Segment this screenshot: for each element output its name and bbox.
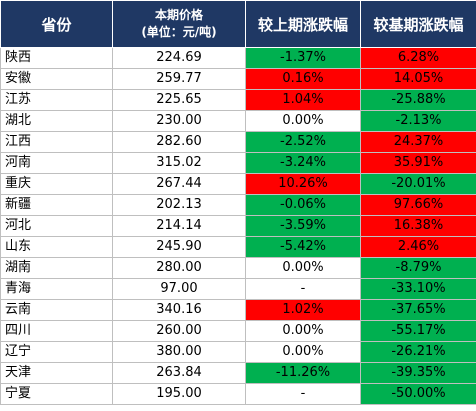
table-row: 宁夏 195.00- -50.00% [0,383,476,405]
header-yoy: 较基期涨跌幅 [360,0,476,48]
yoy-change-cell: -37.65% [360,299,476,321]
province-cell: 山东 [0,236,113,258]
header-price-line1: 本期价格 [154,8,203,22]
province-cell: 四川 [0,320,113,342]
mom-change-cell: -2.52% [245,131,361,153]
province-cell: 安徽 [0,68,113,90]
yoy-change-cell: -20.01% [360,173,476,195]
mom-change-cell: 0.00% [245,257,361,279]
yoy-change-cell: -25.88% [360,89,476,111]
table-row: 湖南 280.00 0.00% -8.79% [0,257,476,279]
price-cell: 202.13 [112,194,246,216]
yoy-change-cell: -33.10% [360,278,476,300]
table-row: 四川 260.00 0.00% -55.17% [0,320,476,342]
mom-change-cell: 1.04% [245,89,361,111]
price-cell: 340.16 [112,299,246,321]
province-cell: 云南 [0,299,113,321]
table-row: 江西 282.60 -2.52% 24.37% [0,131,476,153]
yoy-change-cell: -55.17% [360,320,476,342]
province-cell: 天津 [0,362,113,384]
table-row: 辽宁 380.00 0.00% -26.21% [0,341,476,363]
province-cell: 湖北 [0,110,113,132]
mom-change-cell: - [245,278,361,300]
province-cell: 新疆 [0,194,113,216]
table-row: 陕西 224.69 -1.37% 6.28% [0,47,476,69]
yoy-change-cell: 16.38% [360,215,476,237]
mom-change-cell: 0.16% [245,68,361,90]
price-cell: 380.00 [112,341,246,363]
mom-change-cell: 0.00% [245,341,361,363]
yoy-change-cell: -2.13% [360,110,476,132]
province-cell: 重庆 [0,173,113,195]
province-cell: 青海 [0,278,113,300]
mom-change-cell: 0.00% [245,320,361,342]
yoy-change-cell: 2.46% [360,236,476,258]
price-cell: 225.65 [112,89,246,111]
province-cell: 江苏 [0,89,113,111]
province-cell: 宁夏 [0,383,113,405]
price-cell: 97.00 [112,278,246,300]
yoy-change-cell: 6.28% [360,47,476,69]
price-cell: 259.77 [112,68,246,90]
price-cell: 267.44 [112,173,246,195]
header-price-line2: (单位：元/吨) [141,25,217,39]
province-cell: 陕西 [0,47,113,69]
mom-change-cell: 10.26% [245,173,361,195]
price-cell: 260.00 [112,320,246,342]
table-row: 新疆 202.13 -0.06% 97.66% [0,194,476,216]
header-price: 本期价格 (单位：元/吨) [112,0,246,48]
table-row: 重庆 267.44 10.26% -20.01% [0,173,476,195]
price-cell: 195.00 [112,383,246,405]
header-row: 省份 本期价格 (单位：元/吨) 较上期涨跌幅 较基期涨跌幅 [0,0,476,48]
table-row: 湖北 230.00 0.00% -2.13% [0,110,476,132]
yoy-change-cell: -8.79% [360,257,476,279]
table-row: 江苏 225.65 1.04% -25.88% [0,89,476,111]
yoy-change-cell: 97.66% [360,194,476,216]
price-cell: 245.90 [112,236,246,258]
province-cell: 辽宁 [0,341,113,363]
price-cell: 315.02 [112,152,246,174]
table-header: 省份 本期价格 (单位：元/吨) 较上期涨跌幅 较基期涨跌幅 [0,0,476,48]
table-row: 天津 263.84 -11.26% -39.35% [0,362,476,384]
header-province: 省份 [0,0,113,48]
province-cell: 河北 [0,215,113,237]
table-row: 青海 97.00- -33.10% [0,278,476,300]
province-cell: 江西 [0,131,113,153]
price-cell: 230.00 [112,110,246,132]
table-row: 山东 245.90 -5.42% 2.46% [0,236,476,258]
province-cell: 湖南 [0,257,113,279]
yoy-change-cell: -39.35% [360,362,476,384]
province-cell: 河南 [0,152,113,174]
mom-change-cell: -3.24% [245,152,361,174]
price-cell: 282.60 [112,131,246,153]
yoy-change-cell: 24.37% [360,131,476,153]
yoy-change-cell: -50.00% [360,383,476,405]
price-cell: 214.14 [112,215,246,237]
mom-change-cell: 1.02% [245,299,361,321]
price-cell: 280.00 [112,257,246,279]
mom-change-cell: -1.37% [245,47,361,69]
table-row: 河北 214.14 -3.59% 16.38% [0,215,476,237]
mom-change-cell: - [245,383,361,405]
price-cell: 263.84 [112,362,246,384]
table-body: 陕西 224.69 -1.37% 6.28% 安徽 259.77 0.16% 14.05% 江苏… [0,47,476,405]
mom-change-cell: -11.26% [245,362,361,384]
table-row: 云南 340.16 1.02% -37.65% [0,299,476,321]
mom-change-cell: -5.42% [245,236,361,258]
header-mom: 较上期涨跌幅 [245,0,361,48]
mom-change-cell: -3.59% [245,215,361,237]
price-cell: 224.69 [112,47,246,69]
yoy-change-cell: 14.05% [360,68,476,90]
table-row: 安徽 259.77 0.16% 14.05% [0,68,476,90]
mom-change-cell: 0.00% [245,110,361,132]
yoy-change-cell: 35.91% [360,152,476,174]
mom-change-cell: -0.06% [245,194,361,216]
table-row: 河南 315.02 -3.24% 35.91% [0,152,476,174]
yoy-change-cell: -26.21% [360,341,476,363]
